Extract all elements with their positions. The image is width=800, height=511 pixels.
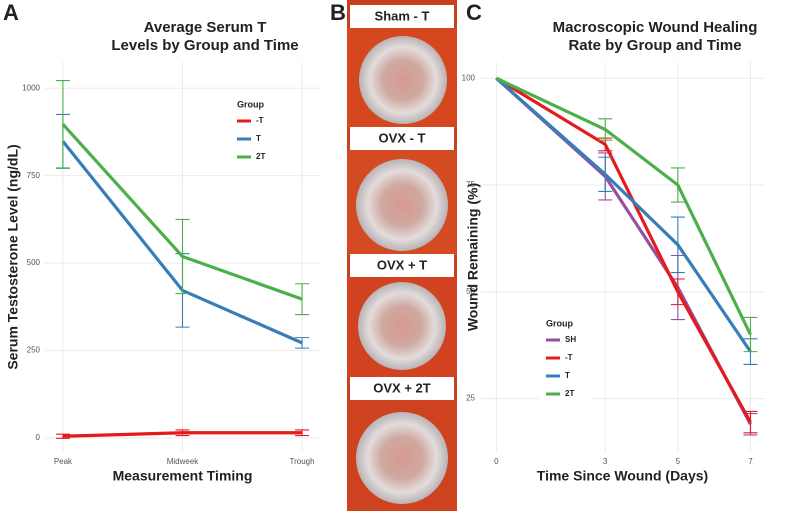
wound bbox=[356, 412, 448, 504]
y-tick-label: 50 bbox=[466, 287, 475, 296]
y-tick-label: 250 bbox=[27, 346, 41, 355]
photo-panel: Sham - T OVX - T OVX + T OVX + 2T B bbox=[330, 0, 457, 511]
legend-label: T bbox=[256, 134, 261, 143]
series-line bbox=[62, 431, 303, 438]
photo-caption: OVX - T bbox=[379, 130, 426, 145]
panel-label: B bbox=[330, 0, 346, 25]
panel-label: C bbox=[466, 0, 482, 25]
chart-title: Rate by Group and Time bbox=[568, 37, 741, 54]
chart-title: Average Serum T bbox=[144, 19, 267, 36]
legend-label: SH bbox=[565, 335, 576, 344]
x-tick-label: 5 bbox=[676, 457, 681, 466]
photo-caption: OVX + 2T bbox=[373, 380, 430, 395]
legend-label: 2T bbox=[565, 389, 574, 398]
chart-title: Levels by Group and Time bbox=[111, 37, 298, 54]
wound bbox=[356, 159, 448, 251]
y-tick-label: 500 bbox=[27, 258, 41, 267]
x-tick-label: 3 bbox=[603, 457, 608, 466]
y-axis-label: Wound Remaining (%) bbox=[465, 183, 481, 331]
photo-caption: OVX + T bbox=[377, 257, 427, 272]
y-tick-label: 750 bbox=[27, 171, 41, 180]
chart-title: Macroscopic Wound Healing bbox=[553, 19, 758, 36]
series-line bbox=[495, 76, 752, 336]
legend-title: Group bbox=[237, 99, 264, 109]
error-bar bbox=[55, 79, 70, 169]
wound bbox=[359, 36, 447, 124]
legend-title: Group bbox=[546, 318, 573, 328]
y-tick-label: 100 bbox=[462, 73, 476, 82]
photo-caption: Sham - T bbox=[375, 8, 430, 23]
caption-box bbox=[350, 377, 454, 400]
legend-label: -T bbox=[256, 116, 264, 125]
y-axis-label: Serum Testosterone Level (ng/dL) bbox=[5, 144, 21, 369]
x-tick-label: Peak bbox=[54, 457, 73, 466]
y-tick-label: 0 bbox=[36, 433, 41, 442]
caption-box bbox=[350, 127, 454, 150]
caption-box bbox=[350, 254, 454, 277]
legend-label: T bbox=[565, 371, 570, 380]
y-tick-label: 75 bbox=[466, 180, 475, 189]
series-line bbox=[495, 77, 752, 353]
x-tick-label: Midweek bbox=[167, 457, 200, 466]
wound bbox=[358, 282, 446, 370]
x-tick-label: 0 bbox=[494, 457, 499, 466]
panel-label: A bbox=[3, 0, 19, 25]
x-tick-label: Trough bbox=[290, 457, 315, 466]
y-tick-label: 25 bbox=[466, 394, 475, 403]
legend-label: 2T bbox=[256, 152, 265, 161]
legend-box bbox=[231, 95, 283, 173]
x-tick-label: 7 bbox=[748, 457, 753, 466]
series-line bbox=[61, 123, 303, 301]
error-bar bbox=[743, 316, 758, 353]
legend-label: -T bbox=[565, 353, 573, 362]
x-axis-label: Measurement Timing bbox=[113, 468, 253, 484]
y-tick-label: 1000 bbox=[22, 83, 40, 92]
caption-box bbox=[350, 5, 454, 28]
series-line bbox=[495, 76, 752, 423]
series-line bbox=[495, 77, 752, 425]
x-axis-label: Time Since Wound (Days) bbox=[537, 468, 708, 484]
